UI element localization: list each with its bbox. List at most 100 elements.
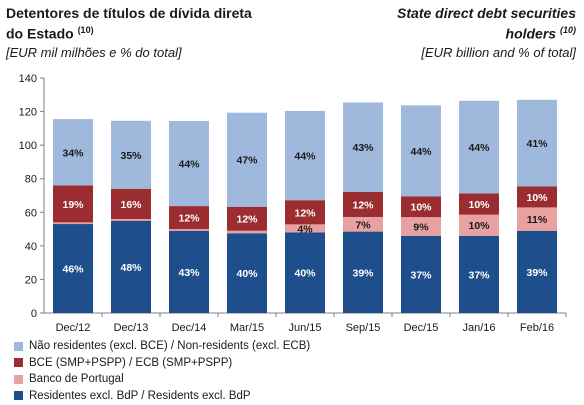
data-label: 34%: [62, 147, 84, 159]
data-label: 37%: [468, 269, 490, 281]
bar-segment: [401, 235, 441, 313]
data-label: 10%: [526, 192, 548, 204]
legend-swatch: [14, 341, 23, 351]
y-tick-label: 120: [19, 107, 37, 119]
y-tick-label: 100: [19, 140, 37, 152]
bar-segment: [285, 200, 325, 225]
legend-item: BCE (SMP+PSPP) / ECB (SMP+PSPP): [14, 355, 310, 372]
bar-segment: [517, 230, 557, 313]
x-tick-label: Dec/15: [404, 322, 439, 334]
y-tick-label: 140: [19, 73, 37, 85]
data-label: 39%: [526, 267, 548, 279]
legend-label: BCE (SMP+PSPP) / ECB (SMP+PSPP): [29, 356, 233, 369]
bar-segment: [227, 230, 267, 234]
bar-segment: [285, 232, 325, 313]
bar-segment: [459, 214, 499, 236]
bar-segment: [343, 191, 383, 217]
bar-segment: [285, 110, 325, 201]
data-label: 44%: [294, 151, 316, 163]
data-label: 7%: [355, 219, 371, 231]
bar-segment: [517, 99, 557, 187]
subtitle-pt: [EUR mil milhões e % do total]: [6, 45, 182, 60]
legend-label: Banco de Portugal: [29, 373, 124, 386]
legend-label: Não residentes (excl. BCE) / Non-residen…: [29, 340, 311, 353]
x-tick-label: Feb/16: [520, 322, 554, 334]
y-tick-label: 40: [25, 241, 37, 253]
title-pt-line1: Detentores de títulos de dívida direta: [6, 5, 252, 21]
bar-segment: [111, 120, 151, 189]
y-tick-label: 60: [25, 207, 37, 219]
bar-segment: [53, 185, 93, 223]
bar-segment: [517, 186, 557, 208]
bar-segment: [111, 188, 151, 219]
chart-title-pt: Detentores de títulos de dívida direta d…: [6, 5, 306, 43]
subtitle-en: [EUR billion and % of total]: [421, 45, 576, 60]
data-label: 40%: [294, 268, 316, 280]
bar-segment: [459, 235, 499, 313]
legend-swatch: [14, 358, 23, 368]
legend-item: Não residentes (excl. BCE) / Non-residen…: [14, 338, 310, 355]
bar-segment: [53, 222, 93, 225]
data-label: 10%: [410, 202, 432, 214]
bar-segment: [343, 216, 383, 232]
data-label: 48%: [120, 262, 142, 274]
bar-segment: [111, 220, 151, 313]
x-tick-label: Dec/12: [56, 322, 91, 334]
x-tick-label: Jun/15: [288, 322, 321, 334]
bar-segment: [227, 112, 267, 207]
bar-segment: [285, 224, 325, 233]
x-tick-label: Dec/14: [172, 322, 207, 334]
bar-segment: [517, 207, 557, 231]
data-label: 39%: [352, 267, 374, 279]
x-tick-label: Dec/13: [114, 322, 149, 334]
bar-segment: [343, 231, 383, 313]
legend-label: Residentes excl. BdP / Residents excl. B…: [29, 389, 251, 402]
y-tick-label: 0: [31, 308, 37, 320]
bar-segment: [53, 119, 93, 186]
data-label: 47%: [236, 155, 258, 167]
bar-segment: [169, 230, 209, 313]
y-tick-label: 20: [25, 274, 37, 286]
x-tick-label: Sep/15: [346, 322, 381, 334]
legend-item: Residentes excl. BdP / Residents excl. B…: [14, 388, 310, 405]
data-label: 4%: [297, 223, 313, 235]
data-label: 16%: [120, 199, 142, 211]
data-label: 11%: [527, 214, 548, 226]
x-tick-label: Jan/16: [462, 322, 495, 334]
title-en-note: (10): [559, 25, 576, 35]
y-tick-label: 80: [25, 174, 37, 186]
bar-segment: [227, 206, 267, 231]
title-pt-line2: do Estado: [6, 25, 74, 42]
data-label: 44%: [468, 142, 490, 154]
legend-swatch: [14, 391, 23, 401]
bar-segment: [459, 100, 499, 194]
bar-segment: [169, 120, 209, 207]
chart-legend: Não residentes (excl. BCE) / Non-residen…: [14, 338, 310, 404]
data-label: 12%: [294, 207, 316, 219]
legend-item: Banco de Portugal: [14, 371, 310, 388]
data-label: 10%: [468, 220, 490, 232]
data-label: 43%: [352, 142, 374, 154]
bar-segment: [169, 206, 209, 230]
data-label: 46%: [62, 264, 84, 276]
data-label: 41%: [526, 138, 548, 150]
data-label: 44%: [410, 146, 432, 158]
chart-title-en: State direct debt securities holders (10…: [296, 5, 576, 43]
bar-segment: [459, 193, 499, 215]
title-en-line1: State direct debt securities: [397, 5, 576, 21]
data-label: 35%: [120, 150, 142, 162]
data-label: 19%: [62, 199, 84, 211]
title-pt-note: (10): [77, 25, 94, 35]
data-label: 12%: [178, 213, 200, 225]
bar-segment: [111, 219, 151, 221]
data-label: 37%: [410, 269, 432, 281]
data-label: 44%: [178, 159, 200, 171]
bar-segment: [227, 233, 267, 313]
data-label: 10%: [468, 199, 490, 211]
bar-segment: [343, 102, 383, 192]
bar-segment: [401, 217, 441, 236]
bar-segment: [169, 229, 209, 231]
data-label: 12%: [236, 214, 258, 226]
data-label: 43%: [178, 267, 200, 279]
